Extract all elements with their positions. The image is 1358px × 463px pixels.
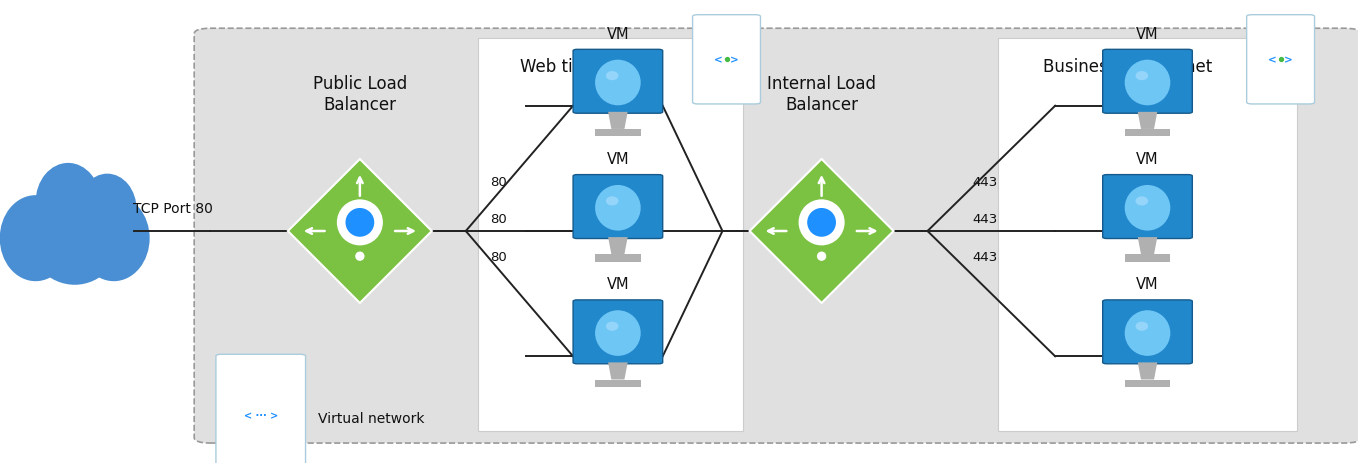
Ellipse shape <box>345 208 375 237</box>
Ellipse shape <box>356 252 364 261</box>
Ellipse shape <box>1124 311 1171 356</box>
Ellipse shape <box>818 252 826 261</box>
Text: 443: 443 <box>972 250 998 263</box>
Polygon shape <box>595 130 641 137</box>
Ellipse shape <box>1135 197 1148 206</box>
FancyBboxPatch shape <box>478 39 743 431</box>
FancyBboxPatch shape <box>1103 50 1192 114</box>
Text: 80: 80 <box>490 250 508 263</box>
Polygon shape <box>288 160 432 303</box>
Ellipse shape <box>77 174 137 246</box>
Ellipse shape <box>799 200 845 246</box>
Polygon shape <box>608 363 627 380</box>
Text: VM: VM <box>607 152 629 167</box>
FancyBboxPatch shape <box>1103 175 1192 239</box>
Polygon shape <box>1124 380 1171 387</box>
FancyBboxPatch shape <box>573 50 663 114</box>
Polygon shape <box>595 255 641 262</box>
Ellipse shape <box>0 196 72 282</box>
Text: Web tier subnet: Web tier subnet <box>520 58 652 76</box>
Text: 80: 80 <box>490 213 508 226</box>
Text: Business tier subnet: Business tier subnet <box>1043 58 1211 76</box>
FancyBboxPatch shape <box>1103 300 1192 364</box>
Polygon shape <box>1124 130 1171 137</box>
Ellipse shape <box>1135 72 1148 81</box>
FancyBboxPatch shape <box>1247 16 1315 105</box>
Ellipse shape <box>606 322 618 331</box>
Text: <  >: < > <box>714 55 739 65</box>
Ellipse shape <box>595 311 641 356</box>
FancyBboxPatch shape <box>693 16 760 105</box>
Ellipse shape <box>606 197 618 206</box>
FancyBboxPatch shape <box>573 300 663 364</box>
Text: <  >: < > <box>1268 55 1293 65</box>
Polygon shape <box>608 238 627 255</box>
Ellipse shape <box>77 196 149 282</box>
Polygon shape <box>750 160 894 303</box>
FancyBboxPatch shape <box>998 39 1297 431</box>
Polygon shape <box>1138 363 1157 380</box>
Ellipse shape <box>337 200 383 246</box>
Polygon shape <box>608 113 627 130</box>
FancyBboxPatch shape <box>194 29 1358 443</box>
Text: VM: VM <box>1137 152 1158 167</box>
Text: TCP Port 80: TCP Port 80 <box>133 201 212 215</box>
Text: Virtual network: Virtual network <box>318 411 424 425</box>
Text: < ··· >: < ··· > <box>243 410 278 420</box>
Ellipse shape <box>595 186 641 231</box>
Ellipse shape <box>595 61 641 106</box>
Polygon shape <box>1138 113 1157 130</box>
Ellipse shape <box>807 208 837 237</box>
Text: VM: VM <box>1137 27 1158 42</box>
Text: 443: 443 <box>972 213 998 226</box>
Text: VM: VM <box>607 277 629 292</box>
Ellipse shape <box>26 178 124 285</box>
Polygon shape <box>595 380 641 387</box>
Ellipse shape <box>1124 61 1171 106</box>
Text: 80: 80 <box>490 175 508 188</box>
Text: VM: VM <box>1137 277 1158 292</box>
Polygon shape <box>1138 238 1157 255</box>
Ellipse shape <box>35 163 100 242</box>
Ellipse shape <box>606 72 618 81</box>
Text: 443: 443 <box>972 175 998 188</box>
Text: Internal Load
Balancer: Internal Load Balancer <box>767 75 876 113</box>
Text: Public Load
Balancer: Public Load Balancer <box>312 75 407 113</box>
FancyBboxPatch shape <box>573 175 663 239</box>
FancyBboxPatch shape <box>216 355 306 463</box>
Ellipse shape <box>1135 322 1148 331</box>
Ellipse shape <box>1124 186 1171 231</box>
Polygon shape <box>1124 255 1171 262</box>
Text: VM: VM <box>607 27 629 42</box>
